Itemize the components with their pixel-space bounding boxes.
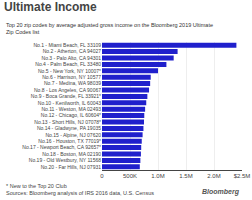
svg-text:No.5 - New York, NY 10007*: No.5 - New York, NY 10007* <box>38 68 101 74</box>
svg-text:1.5M: 1.5M <box>179 173 192 179</box>
svg-text:No.11 - Weston, MA 02493: No.11 - Weston, MA 02493 <box>41 106 101 112</box>
svg-text:No.15 - Alpine, NJ 07620: No.15 - Alpine, NJ 07620 <box>45 132 101 138</box>
svg-text:No.2 - Atherton, CA 94027: No.2 - Atherton, CA 94027 <box>43 48 102 54</box>
svg-text:Bloomberg: Bloomberg <box>202 188 240 196</box>
svg-text:$2.5M: $2.5M <box>234 173 251 179</box>
svg-text:No.17 - Newport Beach, CA 9265: No.17 - Newport Beach, CA 92657* <box>22 144 101 150</box>
svg-text:No.6 - Harrison, NY 10577: No.6 - Harrison, NY 10577 <box>42 74 101 80</box>
svg-text:1.0M: 1.0M <box>151 173 164 179</box>
svg-text:No.4 - Palm Beach, FL 33480: No.4 - Palm Beach, FL 33480 <box>35 61 101 67</box>
svg-text:No.13 - Short Hills, NJ 07078*: No.13 - Short Hills, NJ 07078* <box>34 119 101 125</box>
svg-text:No.8 - Los Angeles, CA 90067: No.8 - Los Angeles, CA 90067 <box>34 87 101 93</box>
svg-text:No.16 - Houston, TX 77019*: No.16 - Houston, TX 77019* <box>38 138 101 144</box>
svg-text:500K: 500K <box>123 173 137 179</box>
svg-text:No.9 - Boca Grande, FL 33921*: No.9 - Boca Grande, FL 33921* <box>31 93 101 99</box>
svg-text:0: 0 <box>100 173 104 179</box>
svg-text:2.0M: 2.0M <box>207 173 220 179</box>
svg-text:No.19 - Old Westbury, NY 11568: No.19 - Old Westbury, NY 11568 <box>29 157 101 163</box>
svg-text:No.20 - Far Hills, NJ 07931: No.20 - Far Hills, NJ 07931 <box>41 164 102 170</box>
svg-text:No.7 - Medina, WA 98039: No.7 - Medina, WA 98039 <box>44 80 101 86</box>
svg-text:No.18 - Boston, MA 02190: No.18 - Boston, MA 02190 <box>42 151 101 157</box>
svg-text:No.10 - Kenilworth, IL 60043: No.10 - Kenilworth, IL 60043 <box>38 100 101 106</box>
svg-text:No.3 - Palo Alto, CA 94301: No.3 - Palo Alto, CA 94301 <box>42 55 102 61</box>
svg-text:* New to the Top 20 ClubSource: * New to the Top 20 ClubSources: Bloombe… <box>6 183 154 196</box>
svg-text:No.1 - Miami Beach, FL 33109: No.1 - Miami Beach, FL 33109 <box>33 42 101 48</box>
svg-text:No.14 - Gladwyne, PA 19035: No.14 - Gladwyne, PA 19035 <box>37 125 101 131</box>
svg-text:Top 20 zip codes by average ad: Top 20 zip codes by average adjusted gro… <box>6 22 213 35</box>
svg-text:No.12 - Chicago, IL 60604*: No.12 - Chicago, IL 60604* <box>41 112 101 118</box>
svg-text:Ultimate Income: Ultimate Income <box>4 0 97 14</box>
